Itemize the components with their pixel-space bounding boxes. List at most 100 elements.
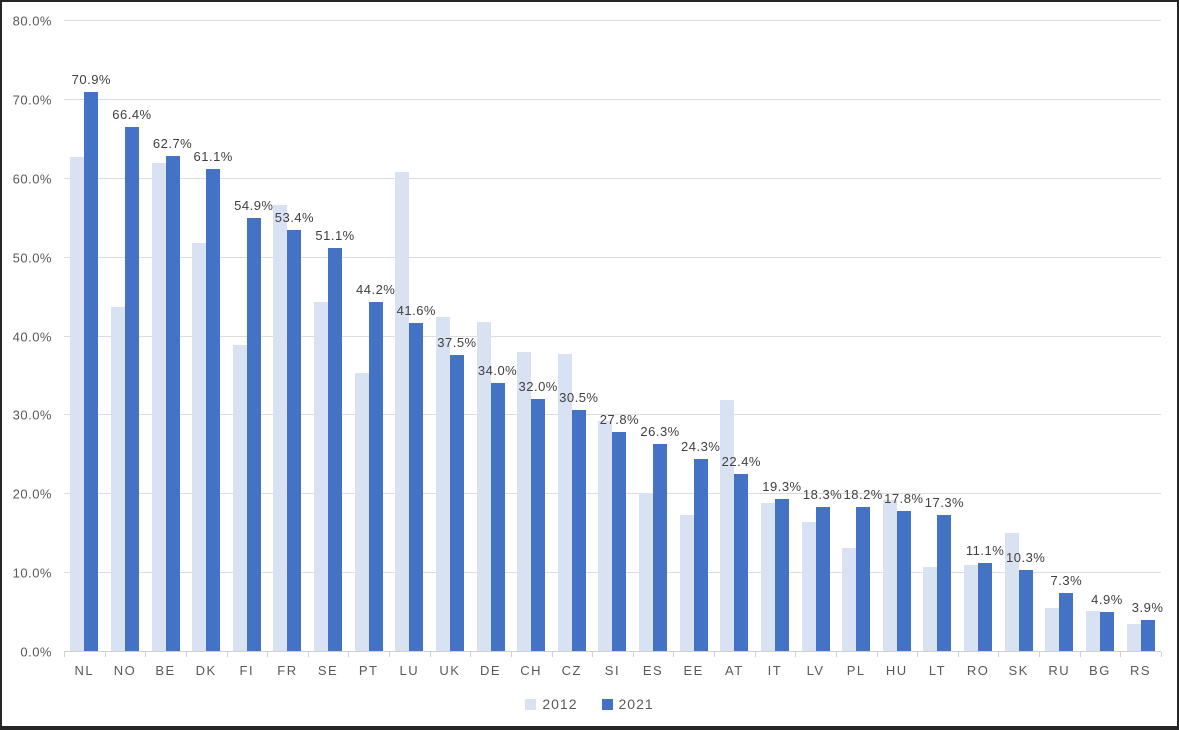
x-axis-label-es: ES — [642, 663, 664, 678]
bar-group-pt: 44.2% PT — [348, 21, 395, 678]
bar-group-lt: 17.3% LT — [917, 21, 964, 678]
bar-2012-nl — [70, 157, 85, 651]
x-axis-label-be: BE — [155, 663, 176, 678]
axis-tick — [470, 652, 472, 657]
bar-2012-lu — [395, 172, 410, 651]
axis-tick — [389, 652, 391, 657]
bar-pair — [354, 302, 383, 651]
data-label-it: 19.3% — [762, 478, 802, 494]
axis-tick — [917, 652, 919, 657]
data-label-ch: 32.0% — [518, 378, 558, 394]
x-axis-label-pt: PT — [358, 663, 379, 678]
data-label-hu: 17.8% — [884, 490, 924, 506]
bar-2021-se — [328, 247, 343, 651]
bar-2012-rs — [1126, 624, 1141, 651]
bar-group-no: 66.4% NO — [105, 21, 151, 678]
x-axis-label-bg: BG — [1089, 663, 1111, 678]
bar-2012-pl — [842, 547, 857, 651]
bar-2021-lu — [409, 322, 424, 651]
bar-2021-si — [612, 431, 627, 651]
gridline — [64, 256, 1161, 258]
y-axis-label: 50.0% — [12, 250, 52, 266]
bar-pair — [842, 507, 871, 651]
bar-2021-uk — [449, 355, 464, 651]
x-axis-label-fi: FI — [239, 663, 255, 678]
data-label-sk: 10.3% — [1006, 549, 1046, 565]
data-label-lu: 41.6% — [396, 302, 436, 318]
bar-pair — [639, 443, 668, 651]
legend-item-2012: 2012 — [525, 696, 577, 712]
bar-2021-rs — [1140, 620, 1155, 651]
axis-tick — [795, 652, 797, 657]
bar-2012-fi — [232, 344, 247, 651]
bar-group-uk: 37.5% UK — [430, 21, 476, 678]
bar-pair — [110, 127, 139, 651]
bar-2012-lv — [801, 522, 816, 651]
bar-pair — [964, 563, 993, 651]
bar-2012-uk — [435, 316, 450, 651]
axis-tick — [185, 652, 187, 657]
gridline — [64, 414, 1161, 416]
data-label-at: 22.4% — [721, 454, 761, 470]
data-label-de: 34.0% — [477, 362, 518, 378]
bar-group-dk: 61.1% DK — [186, 21, 232, 678]
bar-2021-bg — [1099, 612, 1114, 651]
bar-group-fi: 54.9% FI — [227, 21, 273, 678]
gridline — [64, 335, 1161, 337]
axis-tick — [510, 652, 512, 657]
bar-2012-pt — [354, 373, 369, 651]
axis-tick — [348, 652, 350, 657]
data-label-be: 62.7% — [152, 136, 193, 152]
axis-tick — [632, 652, 634, 657]
legend-item-2021: 2021 — [601, 696, 654, 712]
x-axis-label-nl: NL — [74, 663, 95, 678]
axis-tick — [429, 652, 431, 657]
axis-tick — [876, 652, 878, 657]
bar-2012-be — [151, 162, 166, 651]
bar-pair — [314, 247, 343, 651]
bar-pair — [1126, 620, 1155, 651]
bar-pair — [1085, 610, 1114, 651]
x-axis-label-uk: UK — [439, 663, 461, 678]
x-axis-label-ru: RU — [1048, 663, 1071, 678]
bar-pair — [1045, 593, 1074, 651]
bar-group-cz: 30.5% CZ — [552, 21, 598, 678]
bar-group-ee: 24.3% EE — [673, 21, 720, 678]
bar-2012-lt — [923, 566, 938, 651]
bar-group-ch: 32.0% CH — [511, 21, 557, 678]
bar-2021-dk — [206, 169, 221, 651]
bar-2012-cz — [557, 353, 572, 651]
bar-2012-ru — [1045, 607, 1060, 651]
axis-tick — [64, 652, 65, 657]
bar-group-es: 26.3% ES — [633, 21, 679, 678]
bar-2021-no — [124, 127, 139, 651]
bar-2012-si — [598, 421, 613, 651]
bar-groups: 70.9% NL 66.4% NO 62.7% BE 61.1% DK 54.9% FI 53.4%… — [64, 21, 1163, 678]
bar-pair — [435, 316, 464, 651]
x-axis-label-it: IT — [767, 663, 783, 678]
axis-tick — [1120, 652, 1122, 657]
axis-tick — [714, 652, 716, 657]
legend-label-2021: 2021 — [618, 696, 654, 712]
bar-pair — [882, 499, 911, 651]
axis-tick — [673, 652, 675, 657]
bar-group-ru: 7.3% RU — [1039, 21, 1082, 678]
y-axis-label: 80.0% — [12, 13, 52, 29]
gridline — [64, 177, 1161, 179]
y-axis-label: 70.0% — [12, 92, 52, 108]
x-axis-label-rs: RS — [1130, 663, 1152, 678]
y-axis-label: 60.0% — [12, 171, 52, 187]
bar-pair — [801, 506, 830, 651]
bar-2012-fr — [273, 205, 288, 651]
y-axis-label: 10.0% — [12, 565, 52, 581]
bar-group-rs: 3.9% RS — [1120, 21, 1163, 678]
data-label-ro: 11.1% — [965, 543, 1005, 559]
bar-2012-ch — [517, 352, 532, 651]
bar-pair — [192, 169, 221, 651]
data-label-si: 27.8% — [599, 411, 640, 427]
data-label-ee: 24.3% — [681, 439, 721, 455]
bar-2021-lt — [937, 514, 952, 651]
x-axis-label-ee: EE — [683, 663, 704, 678]
x-axis-label-lu: LU — [399, 663, 420, 678]
x-axis-label-dk: DK — [195, 663, 217, 678]
